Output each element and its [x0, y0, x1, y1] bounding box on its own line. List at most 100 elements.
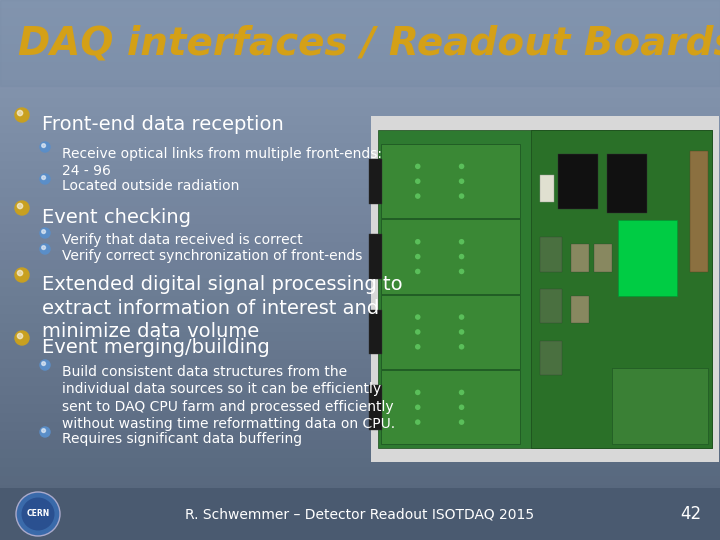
Bar [540, 341, 562, 375]
Bar [0, 90, 720, 99]
Bar [0, 260, 720, 270]
Bar [0, 98, 720, 108]
Text: Verify that data received is correct: Verify that data received is correct [62, 233, 302, 247]
Circle shape [15, 268, 29, 282]
Circle shape [42, 144, 45, 147]
Circle shape [42, 230, 45, 233]
Bar [540, 289, 562, 323]
Bar [0, 422, 720, 432]
Bar [0, 323, 720, 333]
Circle shape [459, 404, 464, 410]
Circle shape [42, 429, 45, 433]
Bar [381, 295, 521, 369]
Bar [0, 71, 720, 81]
Bar [369, 309, 382, 354]
Bar [0, 171, 720, 180]
Circle shape [459, 254, 464, 259]
Bar [0, 468, 720, 477]
Bar [618, 220, 678, 296]
Bar [0, 0, 720, 9]
Circle shape [415, 404, 420, 410]
Circle shape [459, 420, 464, 425]
Circle shape [415, 193, 420, 199]
Bar [0, 512, 720, 522]
Bar [0, 441, 720, 450]
Bar [0, 117, 720, 126]
Text: Located outside radiation: Located outside radiation [62, 179, 239, 193]
Text: Event merging/building: Event merging/building [42, 338, 270, 357]
Bar [0, 306, 720, 315]
Circle shape [415, 239, 420, 245]
Bar [0, 9, 720, 18]
Circle shape [40, 427, 50, 437]
Bar [0, 44, 720, 54]
Text: CERN: CERN [27, 510, 50, 518]
Bar [369, 234, 382, 279]
Circle shape [40, 228, 50, 238]
Bar [0, 198, 720, 207]
Circle shape [459, 178, 464, 184]
Bar [0, 395, 720, 405]
Bar [0, 414, 720, 423]
Bar [0, 404, 720, 414]
Circle shape [16, 492, 60, 536]
Circle shape [415, 254, 420, 259]
Bar [381, 370, 521, 444]
Circle shape [415, 178, 420, 184]
Bar [0, 179, 720, 189]
Circle shape [42, 176, 45, 179]
Bar [378, 130, 711, 448]
Bar [0, 225, 720, 234]
Bar [369, 159, 382, 204]
Circle shape [15, 108, 29, 122]
Bar [0, 449, 720, 459]
Text: Requires significant data buffering: Requires significant data buffering [62, 432, 302, 446]
Bar [0, 188, 720, 198]
Circle shape [415, 329, 420, 335]
Bar [0, 485, 720, 495]
Bar [369, 385, 382, 429]
Circle shape [415, 269, 420, 274]
Bar [540, 175, 554, 202]
Bar [558, 154, 598, 210]
Bar [381, 219, 521, 294]
Circle shape [40, 244, 50, 254]
Circle shape [459, 269, 464, 274]
Bar [0, 63, 720, 72]
Bar [690, 151, 708, 272]
Text: Extended digital signal processing to
extract information of interest and
minimi: Extended digital signal processing to ex… [42, 275, 402, 341]
Circle shape [415, 390, 420, 395]
Circle shape [15, 331, 29, 345]
Text: Verify correct synchronization of front-ends: Verify correct synchronization of front-… [62, 249, 362, 263]
Circle shape [17, 333, 23, 339]
Circle shape [459, 390, 464, 395]
Circle shape [459, 193, 464, 199]
Bar [0, 495, 720, 504]
Text: Event checking: Event checking [42, 208, 191, 227]
Bar [0, 522, 720, 531]
Circle shape [17, 271, 23, 276]
Bar [0, 431, 720, 441]
Text: DAQ interfaces / Readout Boards: DAQ interfaces / Readout Boards [18, 24, 720, 62]
Bar [570, 296, 589, 323]
Bar [381, 144, 521, 218]
Circle shape [415, 164, 420, 169]
Circle shape [15, 201, 29, 215]
Circle shape [40, 142, 50, 152]
Text: Build consistent data structures from the
individual data sources so it can be e: Build consistent data structures from th… [62, 365, 395, 431]
Bar [0, 242, 720, 252]
Circle shape [22, 497, 55, 530]
Bar [607, 154, 647, 213]
Bar [0, 350, 720, 360]
Circle shape [40, 360, 50, 370]
Bar [0, 269, 720, 279]
Bar [0, 125, 720, 135]
Bar [0, 296, 720, 306]
Bar [0, 530, 720, 540]
Circle shape [17, 204, 23, 208]
Bar [0, 36, 720, 45]
Bar [0, 287, 720, 297]
Circle shape [459, 329, 464, 335]
Bar [0, 476, 720, 486]
Circle shape [42, 362, 45, 366]
